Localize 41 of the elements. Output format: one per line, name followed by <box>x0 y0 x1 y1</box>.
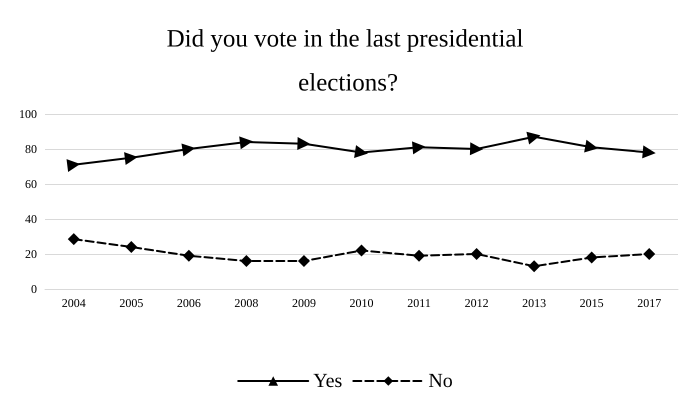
x-tick-label: 2013 <box>522 296 546 310</box>
point <box>298 255 310 267</box>
x-tick-label: 2010 <box>350 296 374 310</box>
x-tick-label: 2006 <box>176 296 201 310</box>
point <box>586 252 598 264</box>
point <box>643 248 656 260</box>
point <box>470 142 484 156</box>
point <box>356 244 368 256</box>
x-tick-label: 2005 <box>119 296 144 310</box>
point <box>642 145 656 158</box>
y-tick-label: 100 <box>19 107 37 121</box>
x-tick-label: 2004 <box>62 296 86 310</box>
point <box>413 250 426 262</box>
point <box>412 141 426 154</box>
point <box>354 145 368 158</box>
x-tick-label: 2008 <box>234 296 258 310</box>
chart-title: Did you vote in the last presidential elections? <box>166 26 524 96</box>
y-tick-label: 0 <box>31 282 37 296</box>
point <box>66 159 80 172</box>
point <box>528 260 540 272</box>
point <box>239 136 253 150</box>
point <box>68 233 80 246</box>
legend-label: No <box>428 370 453 392</box>
point <box>240 255 252 267</box>
point <box>297 137 310 150</box>
y-tick-label: 60 <box>25 177 37 191</box>
point <box>182 250 195 262</box>
point <box>125 241 138 253</box>
x-tick-label: 2015 <box>580 296 604 310</box>
point <box>470 248 483 260</box>
legend-label: Yes <box>313 370 343 392</box>
point <box>124 152 138 165</box>
x-tick-label: 2017 <box>637 296 662 310</box>
x-tick-label: 2009 <box>292 296 316 310</box>
y-tick-label: 80 <box>25 142 37 156</box>
x-tick-label: 2011 <box>407 296 431 310</box>
point <box>526 132 540 144</box>
point <box>181 144 196 156</box>
x-tick-label: 2012 <box>464 296 489 310</box>
y-tick-label: 20 <box>25 247 37 261</box>
y-tick-label: 40 <box>25 212 37 226</box>
